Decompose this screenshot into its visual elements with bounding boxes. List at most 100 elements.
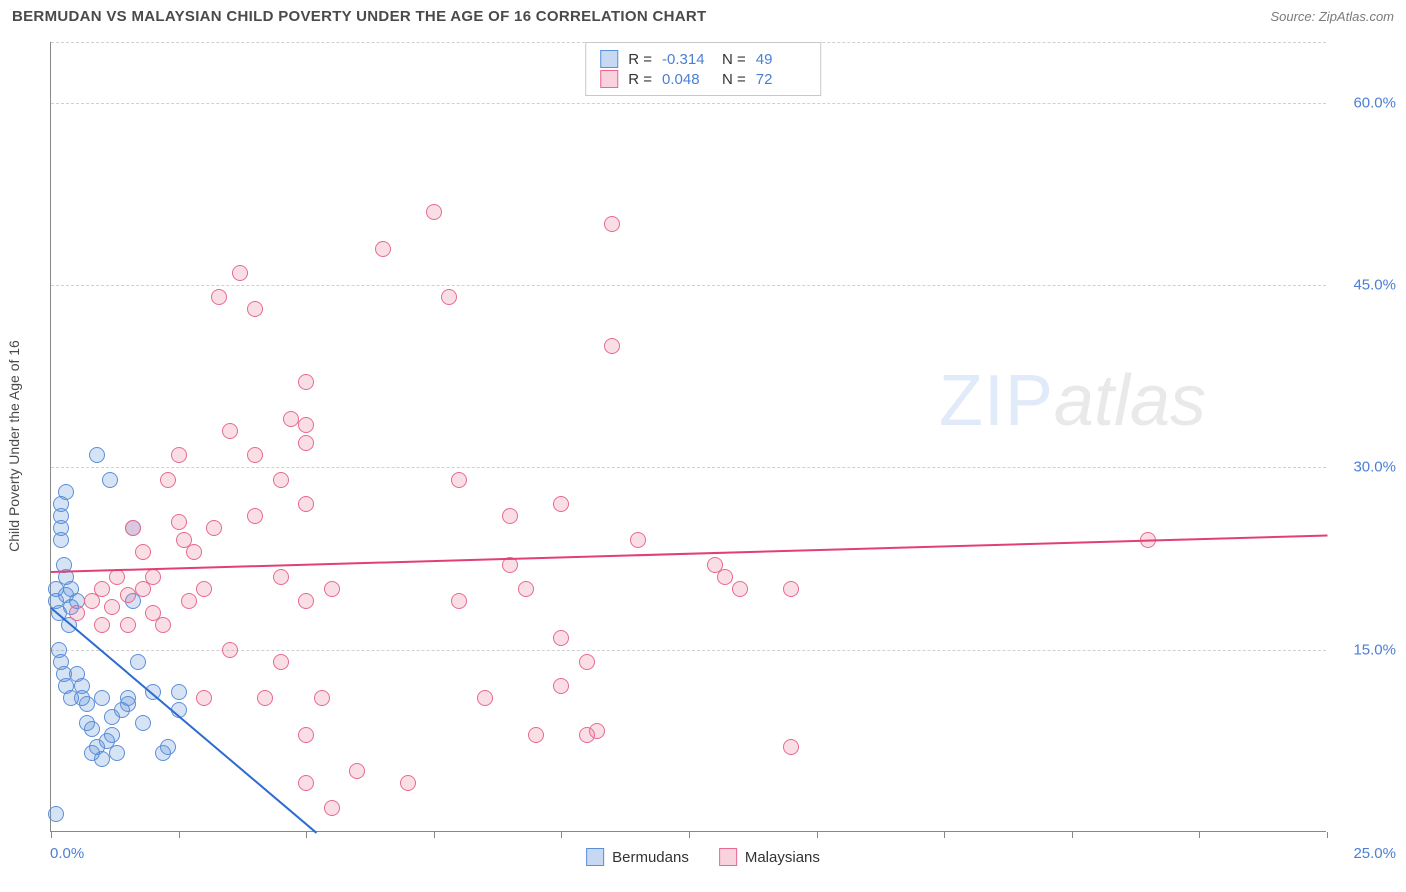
n-label: N = xyxy=(722,71,746,88)
scatter-point xyxy=(247,447,263,463)
legend-stats-row: R = -0.314 N = 49 xyxy=(600,49,806,69)
scatter-point xyxy=(298,593,314,609)
legend-label: Bermudans xyxy=(612,849,689,866)
scatter-point xyxy=(104,727,120,743)
y-tick-label: 60.0% xyxy=(1336,94,1396,111)
scatter-point xyxy=(94,581,110,597)
scatter-point xyxy=(783,739,799,755)
scatter-point xyxy=(160,472,176,488)
scatter-point xyxy=(104,599,120,615)
n-value: 49 xyxy=(756,51,806,68)
scatter-point xyxy=(553,630,569,646)
scatter-point xyxy=(298,374,314,390)
scatter-point xyxy=(135,544,151,560)
chart-source: Source: ZipAtlas.com xyxy=(1270,9,1394,24)
legend-item: Malaysians xyxy=(719,848,820,866)
scatter-point xyxy=(553,496,569,512)
scatter-point xyxy=(324,581,340,597)
scatter-point xyxy=(171,684,187,700)
scatter-point xyxy=(298,727,314,743)
scatter-point xyxy=(349,763,365,779)
scatter-point xyxy=(53,532,69,548)
scatter-point xyxy=(222,642,238,658)
r-label: R = xyxy=(628,51,652,68)
scatter-point xyxy=(79,696,95,712)
scatter-point xyxy=(783,581,799,597)
chart-header: BERMUDAN VS MALAYSIAN CHILD POVERTY UNDE… xyxy=(0,0,1406,31)
scatter-point xyxy=(314,690,330,706)
scatter-point xyxy=(400,775,416,791)
scatter-point xyxy=(63,690,79,706)
scatter-point xyxy=(502,508,518,524)
scatter-point xyxy=(375,241,391,257)
y-tick-label: 45.0% xyxy=(1336,277,1396,294)
gridline xyxy=(51,467,1326,468)
gridline xyxy=(51,285,1326,286)
scatter-point xyxy=(518,581,534,597)
scatter-point xyxy=(94,617,110,633)
scatter-point xyxy=(717,569,733,585)
scatter-point xyxy=(171,514,187,530)
scatter-point xyxy=(222,423,238,439)
scatter-point xyxy=(145,569,161,585)
r-value: -0.314 xyxy=(662,51,712,68)
scatter-point xyxy=(441,289,457,305)
scatter-point xyxy=(58,484,74,500)
scatter-point xyxy=(247,301,263,317)
scatter-point xyxy=(94,751,110,767)
r-value: 0.048 xyxy=(662,71,712,88)
scatter-point xyxy=(273,472,289,488)
scatter-point xyxy=(604,216,620,232)
scatter-point xyxy=(732,581,748,597)
y-axis-label: Child Poverty Under the Age of 16 xyxy=(6,340,22,552)
scatter-point xyxy=(196,690,212,706)
legend-stats-box: R =-0.314N =49R =0.048N =72 xyxy=(585,42,821,96)
scatter-point xyxy=(84,721,100,737)
x-tick xyxy=(1327,832,1328,838)
legend-swatch xyxy=(586,848,604,866)
scatter-point xyxy=(196,581,212,597)
scatter-point xyxy=(579,654,595,670)
scatter-point xyxy=(298,417,314,433)
scatter-point xyxy=(298,435,314,451)
legend-swatch xyxy=(600,70,618,88)
scatter-point xyxy=(171,447,187,463)
scatter-point xyxy=(206,520,222,536)
scatter-point xyxy=(273,569,289,585)
scatter-point xyxy=(257,690,273,706)
y-tick-label: 30.0% xyxy=(1336,459,1396,476)
chart-plot-area: 15.0%30.0%45.0%60.0% xyxy=(50,42,1326,832)
scatter-point xyxy=(528,727,544,743)
chart-title: BERMUDAN VS MALAYSIAN CHILD POVERTY UNDE… xyxy=(12,8,706,25)
scatter-point xyxy=(120,587,136,603)
scatter-point xyxy=(211,289,227,305)
scatter-point xyxy=(324,800,340,816)
scatter-point xyxy=(477,690,493,706)
scatter-point xyxy=(298,496,314,512)
legend-label: Malaysians xyxy=(745,849,820,866)
scatter-point xyxy=(283,411,299,427)
scatter-point xyxy=(247,508,263,524)
legend-item: Bermudans xyxy=(586,848,689,866)
trend-line xyxy=(51,534,1327,572)
scatter-point xyxy=(181,593,197,609)
gridline xyxy=(51,650,1326,651)
scatter-point xyxy=(451,472,467,488)
scatter-point xyxy=(160,739,176,755)
scatter-point xyxy=(298,775,314,791)
scatter-point xyxy=(89,447,105,463)
scatter-point xyxy=(426,204,442,220)
scatter-point xyxy=(48,806,64,822)
legend-swatch xyxy=(719,848,737,866)
scatter-point xyxy=(120,617,136,633)
scatter-point xyxy=(125,520,141,536)
gridline xyxy=(51,103,1326,104)
scatter-point xyxy=(94,690,110,706)
scatter-point xyxy=(120,696,136,712)
scatter-point xyxy=(155,617,171,633)
scatter-point xyxy=(630,532,646,548)
scatter-point xyxy=(553,678,569,694)
scatter-point xyxy=(604,338,620,354)
n-label: N = xyxy=(722,51,746,68)
scatter-point xyxy=(69,605,85,621)
